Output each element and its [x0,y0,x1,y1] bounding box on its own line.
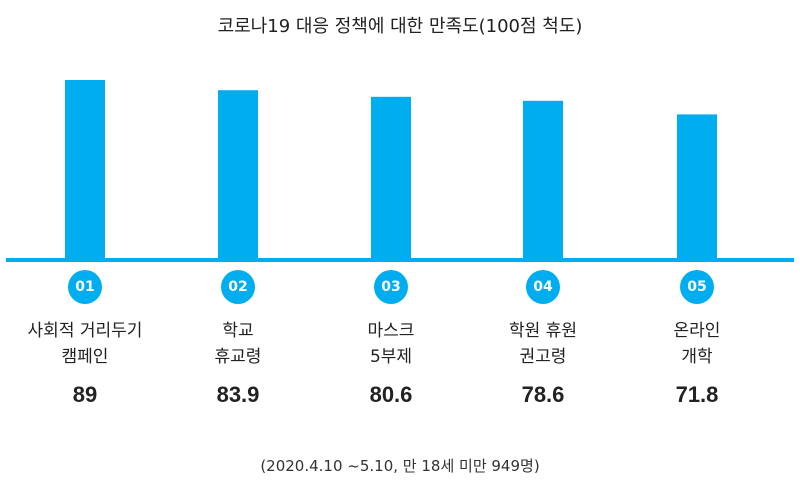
category-label: 마스크 5부제 [367,321,415,367]
data-label: 83.9 [216,382,260,407]
category-number-badge: 01 [68,270,102,304]
category-item: 02 학교 휴교령 83.9 [163,270,313,408]
category-number-badge: 02 [221,270,255,304]
bar [371,96,411,258]
bar-group [65,80,717,259]
category-number-badge: 03 [374,270,408,304]
chart-title: 코로나19 대응 정책에 대한 만족도(100점 척도) [217,16,583,37]
category-label: 사회적 거리두기 캠페인 [27,321,143,367]
category-label: 학원 휴원 권고령 [509,321,577,367]
bar [218,90,258,258]
category-item: 05 온라인 개학 71.8 [622,270,772,408]
bar [523,100,563,258]
category-number-badge: 05 [680,270,714,304]
data-label: 80.6 [369,382,413,407]
category-label: 학교 휴교령 [214,321,262,367]
bar [677,114,717,259]
category-item: 01 사회적 거리두기 캠페인 89 [10,270,160,408]
data-label: 78.6 [521,382,565,407]
category-number-badge: 04 [526,270,560,304]
data-label: 71.8 [675,382,719,407]
bar [65,80,105,258]
chart-footnote: (2020.4.10 ~5.10, 만 18세 미만 949명) [260,457,540,475]
category-label: 온라인 개학 [673,321,721,367]
category-item: 04 학원 휴원 권고령 78.6 [468,270,618,408]
data-label: 89 [72,382,98,407]
category-item: 03 마스크 5부제 80.6 [316,270,466,408]
